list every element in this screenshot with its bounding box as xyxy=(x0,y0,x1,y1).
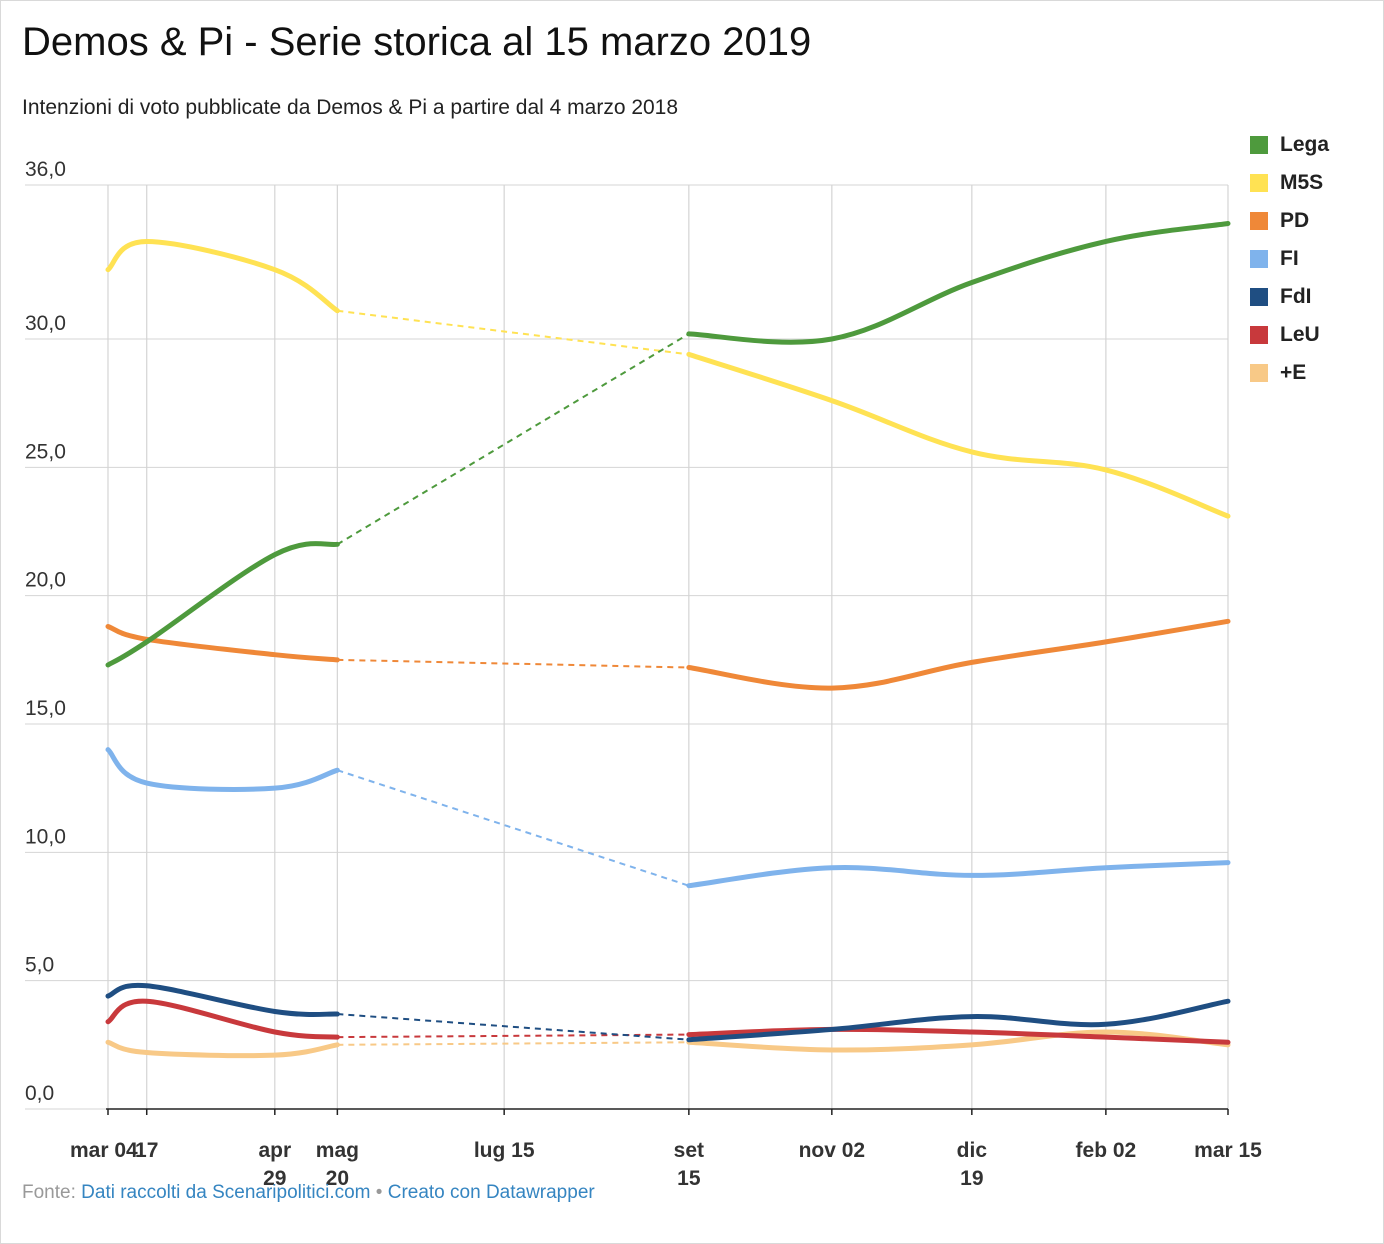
legend-swatch xyxy=(1250,212,1268,230)
y-tick-label: 15,0 xyxy=(25,697,66,720)
x-tick-label: lug 15 xyxy=(474,1139,535,1162)
y-tick-label: 25,0 xyxy=(25,440,66,463)
series-line-fdi xyxy=(105,982,340,1017)
legend-item: +E xyxy=(1250,354,1329,392)
legend-item: M5S xyxy=(1250,164,1329,202)
series-line-fi xyxy=(105,747,340,792)
legend-swatch xyxy=(1250,326,1268,344)
legend-label: FdI xyxy=(1280,285,1312,308)
legend-swatch xyxy=(1250,288,1268,306)
legend-label: PD xyxy=(1280,209,1310,232)
series-line-lega xyxy=(686,221,1231,345)
source-link[interactable]: Dati raccolti da Scenaripolitici.com xyxy=(81,1182,371,1203)
x-tick-label: set xyxy=(674,1139,704,1162)
legend-label: FI xyxy=(1280,247,1299,270)
x-tick-label: 17 xyxy=(135,1139,158,1162)
x-tick-label: nov 02 xyxy=(799,1139,866,1162)
series-line-leu xyxy=(105,998,340,1040)
series-line-fi xyxy=(686,860,1231,889)
series-line-pd xyxy=(105,623,340,663)
y-tick-label: 20,0 xyxy=(25,569,66,592)
series-gap-leu xyxy=(337,1033,689,1039)
series-gap-lega xyxy=(336,333,690,546)
legend-label: Lega xyxy=(1280,133,1330,156)
legend-swatch xyxy=(1250,174,1268,192)
legend-item: FI xyxy=(1250,240,1329,278)
x-tick-label: 19 xyxy=(960,1167,983,1190)
x-tick-label: 15 xyxy=(677,1167,701,1190)
legend-item: PD xyxy=(1250,202,1329,240)
legend-item: FdI xyxy=(1250,278,1329,316)
legend-item: Lega xyxy=(1250,126,1329,164)
chart-footer: Fonte: Dati raccolti da Scenaripolitici.… xyxy=(22,1182,595,1204)
series-line-fdi xyxy=(686,998,1231,1043)
x-tick-label: dic xyxy=(957,1139,988,1162)
series-line-lega xyxy=(105,541,340,668)
series-line-pd xyxy=(686,618,1231,691)
series-gap-m5s xyxy=(337,309,689,356)
series-gap-e xyxy=(337,1041,689,1046)
series-gap-fi xyxy=(337,769,690,887)
chart-title: Demos & Pi - Serie storica al 15 marzo 2… xyxy=(22,20,812,64)
legend-swatch xyxy=(1250,136,1268,154)
x-tick-label: mar 04 xyxy=(70,1139,138,1162)
x-tick-label: 29 xyxy=(263,1167,286,1190)
y-tick-label: 36,0 xyxy=(25,158,66,181)
legend-label: +E xyxy=(1280,361,1307,384)
x-tick-label: 20 xyxy=(326,1167,349,1190)
legend-swatch xyxy=(1250,250,1268,268)
series-line-e xyxy=(686,1029,1231,1053)
series-gap-fdi xyxy=(337,1013,689,1041)
series-line-m5s xyxy=(686,351,1231,519)
x-tick-label: mag xyxy=(316,1139,359,1162)
x-tick-label: apr xyxy=(258,1139,291,1162)
footer-separator: • xyxy=(375,1182,383,1203)
series-line-m5s xyxy=(105,238,340,314)
legend-label: LeU xyxy=(1280,323,1320,346)
series-line-leu xyxy=(686,1026,1231,1045)
y-tick-label: 10,0 xyxy=(25,825,66,848)
x-tick-label: feb 02 xyxy=(1076,1139,1137,1162)
datawrapper-credit-link[interactable]: Creato con Datawrapper xyxy=(387,1182,595,1203)
chart-subtitle: Intenzioni di voto pubblicate da Demos &… xyxy=(22,96,679,119)
x-tick-label: mar 15 xyxy=(1194,1139,1262,1162)
legend-swatch xyxy=(1250,364,1268,382)
legend-item: LeU xyxy=(1250,316,1329,354)
y-tick-label: 30,0 xyxy=(25,312,66,335)
legend-label: M5S xyxy=(1280,171,1324,194)
series-line-e xyxy=(105,1039,340,1059)
chart-legend: Lega M5S PD FI FdI LeU +E xyxy=(1250,126,1329,392)
y-tick-label: 0,0 xyxy=(25,1082,54,1105)
source-prefix: Fonte: xyxy=(22,1182,76,1203)
y-tick-label: 5,0 xyxy=(25,954,54,977)
series-gap-pd xyxy=(337,658,689,669)
